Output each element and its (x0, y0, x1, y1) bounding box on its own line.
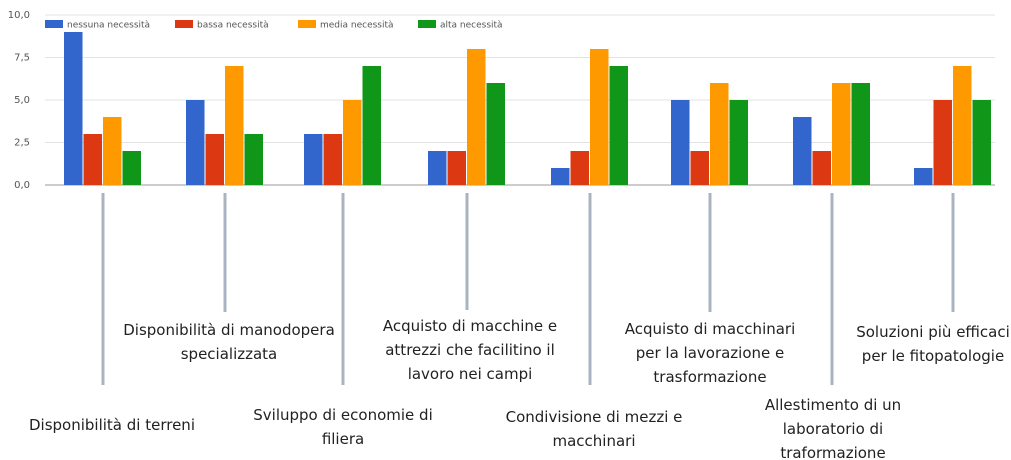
legend-swatch (45, 20, 63, 28)
bar (570, 151, 589, 185)
bar (323, 134, 342, 185)
category-label: Sviluppo di economie di filiera (253, 406, 433, 448)
bar (793, 117, 812, 185)
category-label: Allestimento di un laboratorio di trafor… (764, 396, 902, 460)
legend-label: alta necessità (440, 21, 503, 31)
category-label: Disponibilità di terreni (29, 416, 195, 434)
bar (64, 32, 83, 185)
legend-label: bassa necessità (197, 21, 269, 31)
bar (671, 100, 690, 185)
bar (609, 66, 628, 185)
bar (205, 134, 224, 185)
bar (690, 151, 709, 185)
bar (914, 168, 933, 185)
bar (953, 66, 972, 185)
legend-swatch (298, 20, 316, 28)
y-tick-label: 7,5 (14, 53, 30, 64)
bar (103, 117, 122, 185)
bar (122, 151, 141, 185)
bar (851, 83, 870, 185)
category-label: Disponibilità di manodopera specializzat… (123, 321, 335, 363)
bar (343, 100, 362, 185)
bar (186, 100, 205, 185)
y-tick-label: 10,0 (8, 10, 30, 21)
bar (551, 168, 570, 185)
bar (244, 134, 263, 185)
category-label: Soluzioni più efficaci per le fitopatolo… (856, 323, 1010, 365)
legend-swatch (418, 20, 436, 28)
bar (710, 83, 729, 185)
legend-swatch (175, 20, 193, 28)
bar (729, 100, 748, 185)
bar (83, 134, 102, 185)
y-tick-label: 0,0 (14, 180, 30, 191)
bar (447, 151, 466, 185)
bar (362, 66, 381, 185)
y-tick-label: 5,0 (14, 95, 30, 106)
bar (972, 100, 991, 185)
bar (832, 83, 851, 185)
bar (590, 49, 609, 185)
legend-label: media necessità (320, 21, 394, 31)
bar (812, 151, 831, 185)
bar (304, 134, 323, 185)
y-tick-label: 2,5 (14, 138, 30, 149)
bar (225, 66, 244, 185)
category-label: Acquisto di macchine e attrezzi che faci… (382, 317, 558, 383)
bar (428, 151, 447, 185)
category-label: Condivisione di mezzi e macchinari (505, 408, 683, 450)
bar (467, 49, 486, 185)
legend-label: nessuna necessità (67, 21, 150, 31)
category-label: Acquisto di macchinari per la lavorazion… (624, 320, 796, 386)
bar (933, 100, 952, 185)
bar (486, 83, 505, 185)
